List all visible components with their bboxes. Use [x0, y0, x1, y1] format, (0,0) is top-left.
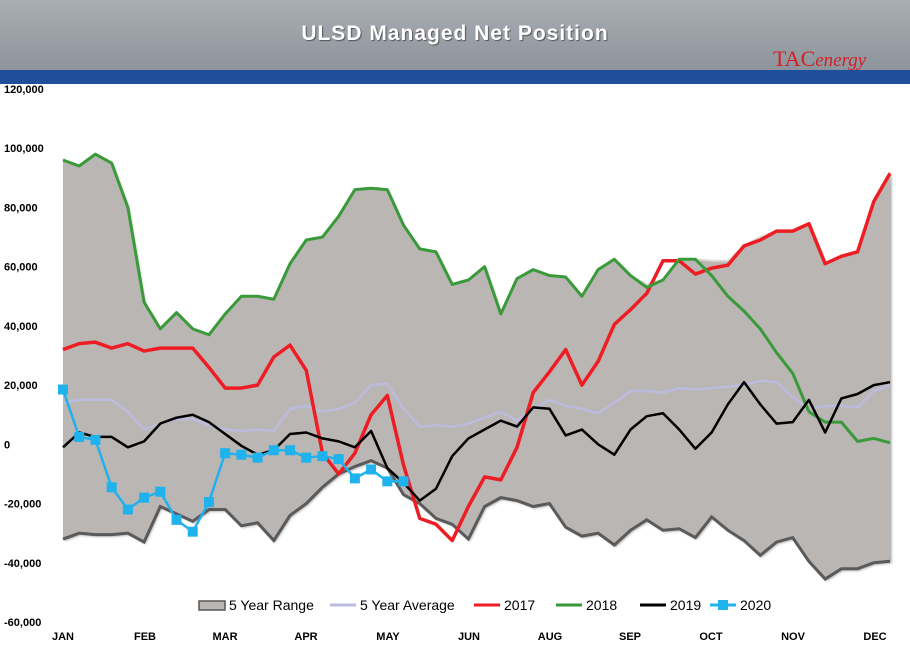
x-tick-label: NOV — [781, 631, 806, 643]
x-tick-label: OCT — [699, 631, 723, 643]
y-tick-label: -60,000 — [4, 617, 41, 629]
series-2020-marker — [382, 476, 393, 487]
series-2020-marker — [58, 384, 68, 395]
legend-swatch-range — [198, 600, 226, 611]
y-tick-label: 100,000 — [4, 143, 44, 155]
series-2020-marker — [122, 504, 133, 515]
series-2020-marker — [203, 497, 214, 508]
y-tick-label: -20,000 — [4, 499, 41, 511]
x-tick-label: FEB — [134, 631, 156, 643]
series-2020-marker — [252, 452, 263, 463]
series-2019-line — [62, 380, 891, 502]
series-2020-marker — [268, 445, 279, 456]
series-2020-marker — [220, 448, 231, 459]
series-2020-marker — [285, 445, 296, 456]
x-tick-label: AUG — [538, 631, 562, 643]
y-tick-label: 0 — [4, 439, 10, 451]
logo-energy: energy — [815, 50, 867, 71]
logo-tac: TAC — [773, 46, 816, 71]
series-five-year-average-line — [62, 379, 891, 433]
series-2020-marker — [398, 476, 409, 487]
tac-energy-logo: TACenergy — [773, 46, 866, 72]
header-bar — [0, 0, 910, 70]
legend: 5 Year Range 5 Year Average 2017 2018 2019 20… — [198, 597, 771, 613]
five-year-range-area — [63, 154, 890, 580]
series-2020-line — [61, 389, 404, 533]
legend-label: 2018 — [586, 597, 617, 613]
y-tick-label: 80,000 — [4, 202, 38, 214]
legend-swatch-marker — [718, 600, 728, 610]
x-tick-label: JAN — [52, 631, 74, 643]
series-2020-marker — [187, 526, 198, 537]
series-2020-marker — [301, 452, 312, 463]
series-2020-marker — [349, 473, 360, 484]
legend-label: 2019 — [670, 597, 701, 613]
series-2020-marker — [333, 454, 344, 465]
x-tick-label: APR — [294, 631, 317, 643]
series-2020-marker — [90, 434, 101, 445]
y-tick-label: 20,000 — [4, 380, 38, 392]
series-2018-line — [62, 152, 891, 445]
y-tick-label: 120,000 — [4, 84, 44, 96]
series-2020-marker — [236, 449, 247, 460]
series-2020-marker — [74, 431, 85, 442]
series-2017-line — [62, 172, 892, 543]
y-tick-label: 40,000 — [4, 321, 38, 333]
series-2020-marker — [155, 486, 166, 497]
legend-label: 5 Year Average — [360, 597, 455, 613]
y-tick-label: -40,000 — [4, 558, 41, 570]
header-accent-band — [0, 70, 910, 84]
series-2020-marker — [171, 514, 182, 525]
series-2020-marker — [366, 464, 377, 475]
legend-label: 2020 — [740, 597, 771, 613]
series-2020-marker — [106, 482, 117, 493]
legend-label: 5 Year Range — [229, 597, 314, 613]
series-2020-marker — [139, 492, 150, 503]
x-tick-label: MAY — [376, 631, 400, 643]
x-tick-label: SEP — [619, 631, 641, 643]
page-title: ULSD Managed Net Position — [301, 22, 609, 45]
x-tick-label: DEC — [863, 631, 886, 643]
y-axis-labels: 120,000 100,000 80,000 60,000 40,000 20,000 0 -… — [4, 84, 44, 629]
series-2020-marker — [317, 451, 328, 462]
x-tick-label: JUN — [458, 631, 480, 643]
chart: 120,000 100,000 80,000 60,000 40,000 20,000 0 -… — [4, 84, 892, 643]
legend-label: 2017 — [504, 597, 535, 613]
y-tick-label: 60,000 — [4, 262, 38, 274]
x-axis-labels: JAN FEB MAR APR MAY JUN AUG SEP OCT NOV DEC — [52, 631, 887, 643]
series-lines — [58, 152, 892, 543]
x-tick-label: MAR — [212, 631, 237, 643]
